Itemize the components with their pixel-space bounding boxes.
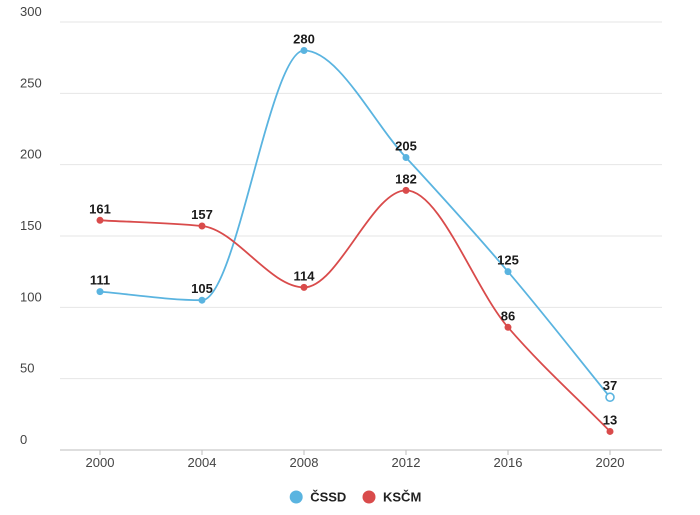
series-2-point[interactable]	[606, 427, 614, 435]
x-axis: 2000 2004 2008 2012 2016 2020	[60, 449, 662, 470]
legend[interactable]: ČSSD KSČM	[289, 490, 422, 505]
series-1-point[interactable]	[504, 268, 512, 276]
series-2-point[interactable]	[96, 216, 104, 224]
series-1-data-label: 105	[191, 281, 213, 296]
series-2-data-label: 13	[603, 412, 617, 427]
gridlines	[60, 21, 662, 380]
legend-item-1[interactable]: ČSSD	[289, 490, 347, 505]
data-labels: 111 105 280 205 125 37 161 157 114 182 86 13	[89, 32, 617, 428]
y-tick-label: 0	[20, 432, 27, 447]
series-1-point[interactable]	[402, 154, 410, 162]
y-tick-label: 200	[20, 147, 42, 162]
series-2-line	[99, 189, 611, 433]
legend-label: KSČM	[383, 490, 421, 505]
x-tick-label: 2008	[290, 455, 319, 470]
series-1-data-label: 37	[603, 378, 617, 393]
series-2-point[interactable]	[402, 186, 410, 194]
series-1-point[interactable]	[605, 392, 615, 403]
series-1-data-label: 280	[293, 32, 315, 47]
legend-marker	[362, 490, 376, 504]
series-2-point[interactable]	[300, 283, 308, 291]
legend-marker	[289, 490, 303, 504]
series-1-data-label: 205	[395, 139, 417, 154]
legend-item-2[interactable]: KSČM	[362, 490, 422, 505]
series-2-data-label: 114	[294, 268, 316, 283]
series-2-data-label: 182	[395, 171, 417, 186]
y-tick-label: 300	[20, 4, 42, 19]
series-1-data-label: 125	[497, 253, 519, 268]
series-2-data-label: 161	[89, 201, 111, 216]
y-tick-label: 250	[20, 75, 42, 90]
series-2-point[interactable]	[504, 323, 512, 331]
x-tick-label: 2000	[86, 455, 115, 470]
series-1-data-label: 111	[90, 273, 110, 288]
series-1-point[interactable]	[96, 288, 104, 296]
series-2-data-label: 86	[501, 308, 515, 323]
series-1-point[interactable]	[300, 47, 308, 55]
y-tick-label: 100	[20, 289, 42, 304]
series-2-point[interactable]	[198, 222, 206, 230]
y-tick-label: 150	[20, 218, 42, 233]
y-tick-label: 50	[20, 361, 34, 376]
x-tick-label: 2004	[188, 455, 217, 470]
series	[96, 47, 615, 435]
y-axis: 0 50 100 150 200 250 300	[20, 4, 42, 447]
x-tick-label: 2012	[392, 455, 421, 470]
x-tick-label: 2020	[596, 455, 625, 470]
series-1-point[interactable]	[198, 296, 206, 304]
series-2-data-label: 157	[191, 207, 213, 222]
x-tick-label: 2016	[494, 455, 523, 470]
legend-label: ČSSD	[310, 490, 346, 505]
